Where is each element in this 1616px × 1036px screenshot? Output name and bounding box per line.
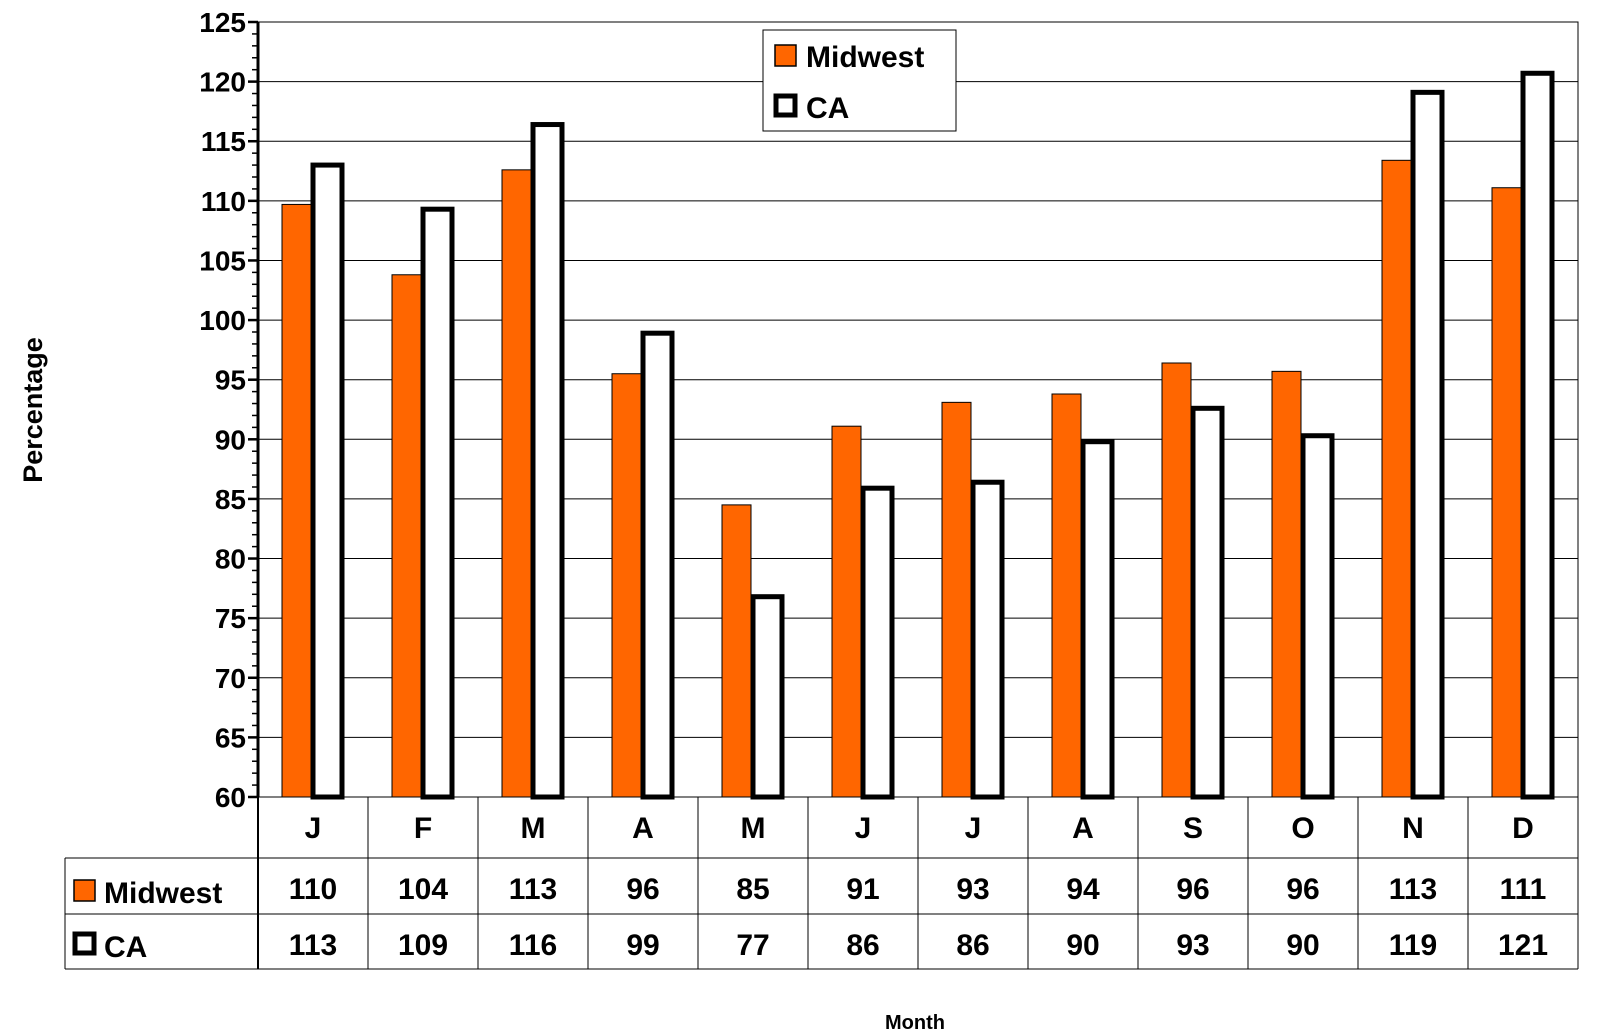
category-label: O [1291,812,1314,845]
table-cell-ca: 99 [626,929,659,962]
y-tick-label: 70 [215,663,246,694]
table-cell-ca: 90 [1066,929,1099,962]
y-axis: 60 65 70 75 80 85 90 95 100 105 110 115 120 125 [199,7,260,813]
table-cell-ca: 90 [1286,929,1319,962]
bar-midwest [281,203,312,798]
bar-midwest [1161,362,1192,798]
bar-midwest [611,373,642,798]
bar-ca [1300,433,1335,800]
table-cell-ca: 119 [1389,929,1437,962]
y-tick-label: 75 [215,603,246,634]
bar-midwest [941,401,972,798]
legend: Midwest CA [762,29,957,132]
bar-ca [1080,439,1115,800]
bar-ca [640,330,675,800]
table-cell-ca: 116 [509,929,557,962]
bar-midwest [1271,370,1302,798]
category-label: S [1183,812,1203,845]
x-axis-label: Month [885,1012,945,1034]
bar-ca [860,485,895,800]
category-label: D [1512,812,1534,845]
table-cell-midwest: 96 [626,873,659,906]
bars [281,70,1555,800]
bar-midwest [831,425,862,798]
plot-area [257,21,1579,798]
bar-ca [750,594,785,800]
table-cell-midwest: 93 [956,873,989,906]
legend-swatch-ca [773,93,798,118]
y-tick-label: 110 [201,186,246,217]
category-label: F [414,812,432,845]
table-cell-midwest: 113 [1389,873,1437,906]
bar-ca [530,122,565,800]
y-tick-label: 85 [215,484,246,515]
category-label: A [632,812,654,845]
y-tick-label: 105 [199,245,246,276]
bar-ca [970,479,1005,800]
y-tick-label: 120 [199,67,246,98]
data-table: J 110 113 F 104 109 M 113 116 A 96 99 M 85 77 J 91 86 J 93 8… [64,797,1579,970]
category-label: A [1072,812,1094,845]
gridlines [257,21,1579,798]
y-tick-label: 65 [215,722,246,753]
y-tick-label: 100 [199,305,246,336]
bar-midwest [721,504,752,798]
table-cell-midwest: 113 [509,873,557,906]
table-cell-midwest: 110 [289,873,337,906]
category-label: J [305,812,322,845]
bar-ca [1410,89,1445,800]
table-cell-ca: 113 [289,929,337,962]
table-cell-midwest: 96 [1176,873,1209,906]
legend-label-ca: CA [806,92,849,125]
category-label: J [965,812,982,845]
table-cell-midwest: 91 [846,873,879,906]
table-cell-ca: 93 [1176,929,1209,962]
table-cell-ca: 77 [736,929,769,962]
table-cell-ca: 109 [398,929,448,962]
category-label: M [741,812,766,845]
category-label: J [855,812,872,845]
category-label: M [521,812,546,845]
y-tick-label: 125 [199,7,246,38]
table-cell-midwest: 104 [398,873,448,906]
bar-midwest [391,274,422,798]
row-header-ca: CA [104,931,147,964]
bar-midwest [501,169,532,798]
bar-midwest [1051,393,1082,798]
bar-ca [1190,405,1225,800]
bar-midwest [1491,187,1522,798]
y-tick-label: 95 [215,365,246,396]
legend-swatch-midwest [774,44,797,67]
y-axis-label: Percentage [18,337,48,483]
bar-ca [1520,70,1555,800]
table-cell-ca: 86 [956,929,989,962]
y-tick-label: 90 [215,424,246,455]
table-cell-midwest: 85 [736,873,769,906]
row-header-midwest: Midwest [104,877,222,910]
table-cell-midwest: 94 [1066,873,1100,906]
row-swatch-ca [72,931,97,956]
category-label: N [1402,812,1424,845]
table-cell-midwest: 96 [1286,873,1319,906]
table-cell-ca: 86 [846,929,879,962]
table-cell-ca: 121 [1498,929,1548,962]
table-cell-midwest: 111 [1500,873,1547,906]
legend-label-midwest: Midwest [806,41,924,74]
bar-midwest [1381,159,1412,798]
row-swatch-midwest [73,879,96,902]
y-tick-label: 115 [201,126,246,157]
bar-ca [420,206,455,800]
y-tick-label: 60 [215,782,246,813]
y-tick-label: 80 [215,544,246,575]
bar-ca [310,162,345,800]
